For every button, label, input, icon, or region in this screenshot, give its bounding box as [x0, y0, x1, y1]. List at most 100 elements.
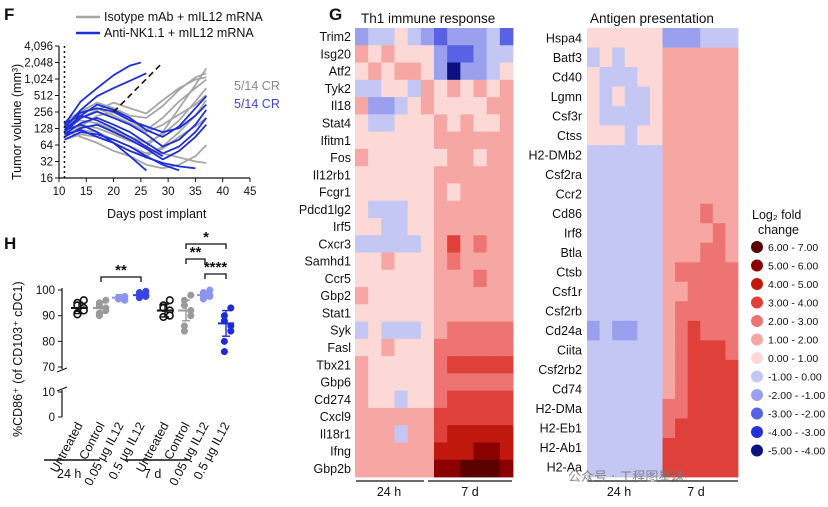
- tumor-growth-chart: 16 32 64 128 256 512 1,024 2,048 4,096 10 15 20 25 30…: [10, 10, 280, 221]
- heat-cell: [486, 373, 501, 392]
- heat-cell: [460, 304, 474, 322]
- legend-swatch: [751, 241, 763, 253]
- heat-cell: [624, 47, 638, 68]
- heat-cell: [447, 356, 461, 374]
- heat-cell: [599, 457, 613, 478]
- heat-cell: [394, 114, 409, 133]
- heat-cell: [486, 200, 501, 219]
- heat-cell: [355, 217, 369, 236]
- heat-cell: [687, 67, 701, 87]
- heat-cell: [460, 131, 474, 150]
- heat-cell: [700, 145, 714, 166]
- heat-cell: [587, 28, 600, 48]
- heat-cell: [420, 45, 435, 63]
- heat-cell: [407, 373, 422, 392]
- heat-cell: [675, 28, 689, 48]
- y-tick-label: 90: [42, 311, 55, 323]
- heat-cell: [687, 184, 701, 205]
- x-tick-label: 25: [134, 186, 147, 198]
- heat-cell: [712, 262, 726, 283]
- heat-cell: [486, 114, 501, 133]
- heat-cell: [624, 67, 638, 87]
- heat-cell: [662, 359, 676, 380]
- heat-cell: [637, 437, 651, 458]
- column-group-label: 7 d: [461, 485, 478, 499]
- heat-cell: [637, 320, 651, 341]
- heat-cell: [473, 148, 488, 167]
- heat-cell: [460, 287, 474, 305]
- heat-cell: [394, 425, 409, 443]
- heat-cell: [460, 321, 474, 340]
- heatmap-antigen: Hspa4 Batf3 Cd40 Lgmn Csf3r Ctss H2-DMb2 Csf2ra…: [529, 28, 739, 478]
- heat-cell: [368, 269, 382, 288]
- heat-cell: [381, 217, 395, 236]
- heat-cell: [460, 28, 474, 46]
- heat-cell: [587, 281, 600, 302]
- heat-cell: [675, 320, 689, 341]
- heat-cell: [473, 442, 488, 461]
- heat-cell: [355, 183, 369, 202]
- heat-cell: [662, 457, 676, 478]
- data-point: [227, 327, 235, 335]
- heat-cell: [381, 407, 395, 426]
- heat-cell: [687, 418, 701, 439]
- heat-cell: [460, 166, 474, 184]
- legend-label: 2.00 - 3.00: [768, 316, 818, 328]
- heat-cell: [447, 425, 461, 443]
- heat-cell: [355, 373, 369, 392]
- gene-label: H2-Eb1: [540, 422, 582, 436]
- heat-cell: [407, 459, 422, 478]
- heat-cell: [662, 301, 676, 322]
- heat-cell: [649, 379, 663, 400]
- heat-cell: [624, 242, 638, 263]
- heat-cell: [473, 200, 488, 219]
- heat-cell: [662, 164, 676, 185]
- significance-label: **: [190, 244, 202, 261]
- heat-cell: [368, 28, 382, 46]
- heat-cell: [612, 164, 626, 185]
- heat-cell: [394, 62, 409, 81]
- heat-cell: [637, 457, 651, 478]
- heat-cell: [700, 86, 714, 107]
- gene-label: Csf2rb2: [538, 363, 582, 377]
- heat-cell: [394, 252, 409, 271]
- heat-cell: [473, 114, 488, 133]
- heat-cell: [637, 242, 651, 263]
- y-tick-label: 1,024: [24, 74, 53, 86]
- heat-cell: [460, 217, 474, 236]
- heat-cell: [394, 183, 409, 202]
- heat-cell: [368, 373, 382, 392]
- heat-cell: [434, 28, 448, 46]
- gene-heatmap: Th1 immune response Antigen presentation…: [299, 11, 825, 499]
- heat-cell: [434, 459, 448, 478]
- heat-cell: [612, 47, 626, 68]
- heatmap-th1: Trim2 Isg20 Atf2 Tyk2 Il18 Stat4 Ifitm1 Fos Il12…: [299, 28, 514, 478]
- heat-cell: [712, 457, 726, 478]
- heat-cell: [687, 28, 701, 48]
- heat-cell: [486, 217, 501, 236]
- heat-cell: [434, 425, 448, 443]
- heat-cell: [394, 407, 409, 426]
- heat-cell: [675, 281, 689, 302]
- heat-cell: [687, 203, 701, 224]
- heat-cell: [687, 379, 701, 400]
- heat-cell: [624, 125, 638, 146]
- heat-cell: [460, 183, 474, 202]
- heat-cell: [460, 148, 474, 167]
- heat-cell: [662, 262, 676, 283]
- heat-cell: [612, 262, 626, 283]
- heat-cell: [381, 28, 395, 46]
- heat-cell: [355, 390, 369, 409]
- heatmap-title-th1: Th1 immune response: [361, 11, 495, 26]
- heat-cell: [599, 106, 613, 127]
- tumor-line-anti_nk: [64, 123, 147, 172]
- heat-cell: [420, 166, 435, 184]
- heat-cell: [662, 145, 676, 166]
- heat-cell: [725, 223, 739, 244]
- legend-swatch: [751, 315, 763, 327]
- heat-cell: [624, 281, 638, 302]
- heat-cell: [407, 148, 422, 167]
- heat-cell: [712, 340, 726, 361]
- gene-label: H2-DMa: [535, 402, 582, 416]
- heat-cell: [587, 67, 600, 87]
